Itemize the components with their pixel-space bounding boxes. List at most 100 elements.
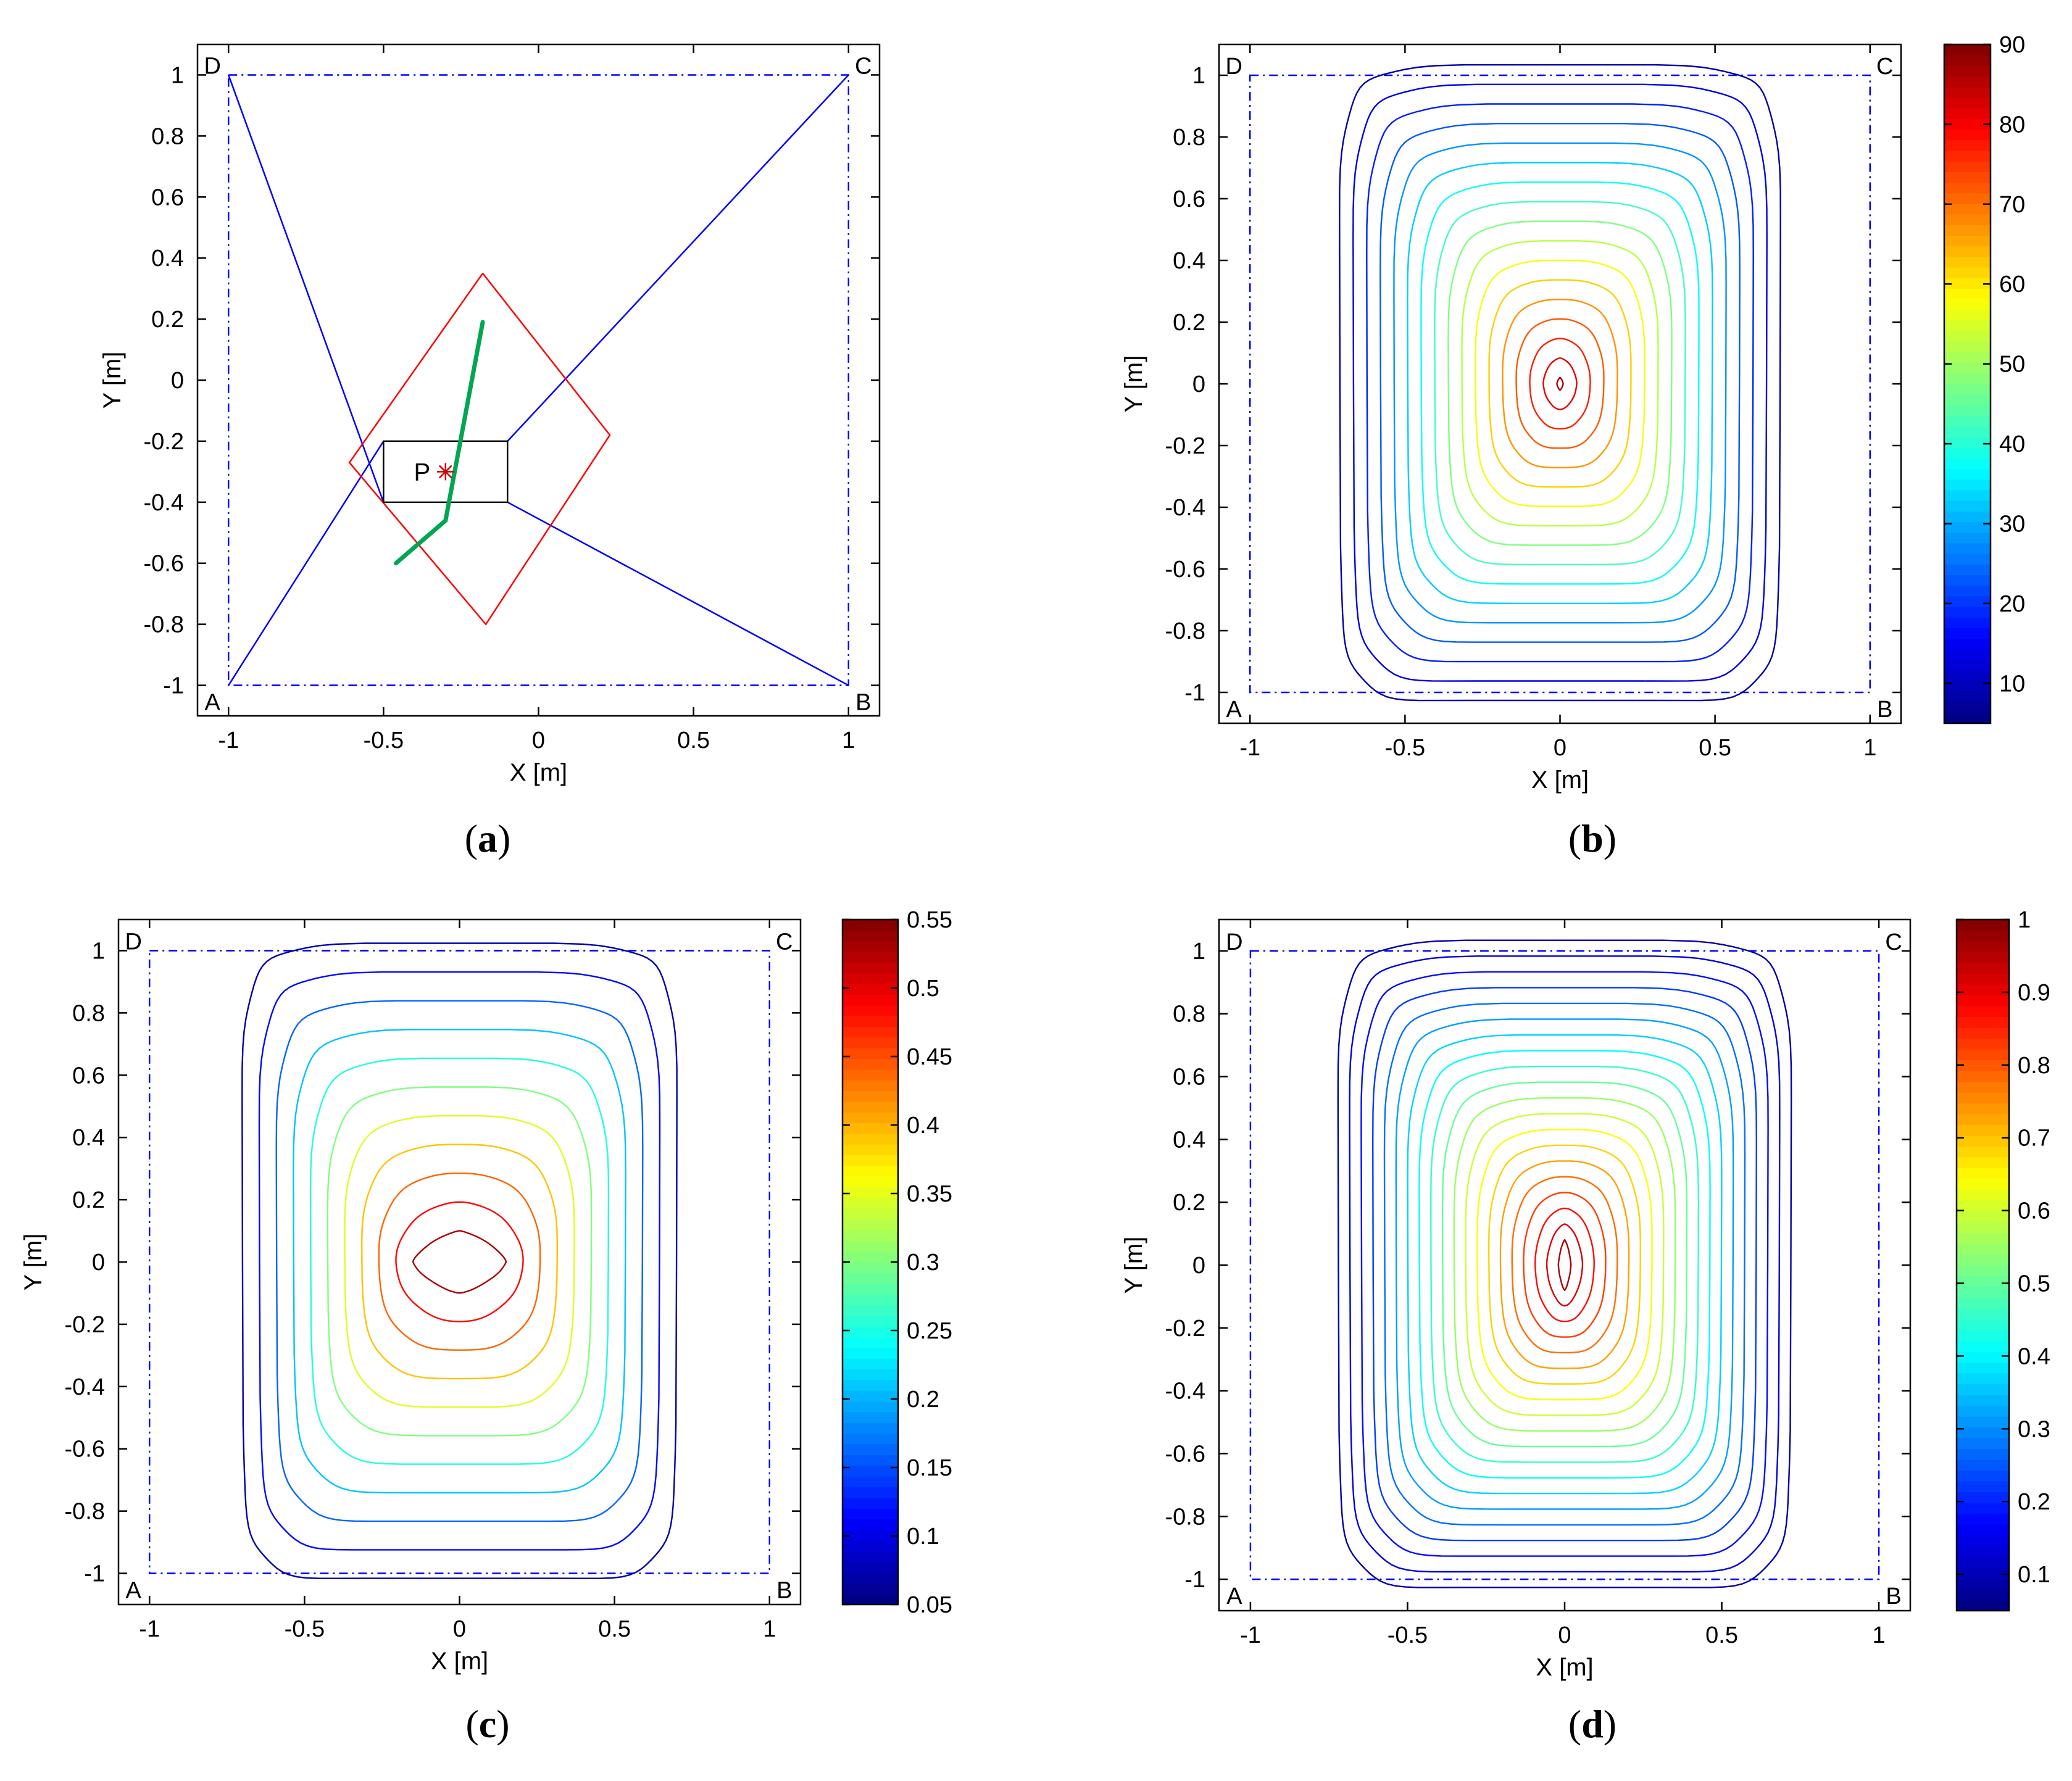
colorbar-segment: [843, 1540, 898, 1551]
x-tick-label: 0: [1554, 735, 1566, 761]
contour-level: [293, 1029, 626, 1494]
colorbar-segment: [1944, 638, 1991, 650]
x-tick-label: 1: [763, 1616, 776, 1642]
colorbar-segment: [1944, 606, 1991, 618]
colorbar-segment: [843, 1326, 898, 1338]
contour-level: [412, 1230, 507, 1294]
colorbar-segment: [1944, 288, 1991, 300]
colorbar-segment: [843, 1508, 898, 1519]
y-tick-label: 0.4: [151, 246, 184, 272]
contour-level: [1556, 376, 1564, 391]
colorbar-segment: [1944, 596, 1991, 607]
colorbar-segment: [1957, 1600, 2009, 1611]
colorbar-segment: [1957, 1016, 2009, 1028]
colorbar-segment: [1957, 1481, 2009, 1493]
colorbar-segment: [843, 1165, 898, 1177]
y-axis-label: Y [m]: [1120, 1237, 1147, 1294]
plot-area-c: [241, 942, 678, 1579]
colorbar-tick-label: 60: [1999, 272, 2025, 297]
colorbar-segment: [1944, 405, 1991, 417]
colorbar-segment: [843, 984, 898, 995]
x-tick-label: 0.5: [1705, 1622, 1738, 1648]
y-tick-label: -1: [1184, 1567, 1205, 1593]
colorbar-segment: [1957, 1114, 2009, 1126]
colorbar-segment: [1957, 1135, 2009, 1147]
colorbar-segment: [1957, 952, 2009, 963]
contour-level: [1461, 240, 1659, 527]
y-tick-label: -1: [84, 1561, 105, 1587]
y-tick-label: -0.8: [1165, 618, 1205, 644]
colorbar-segment: [1944, 458, 1991, 470]
colorbar-segment: [843, 1337, 898, 1348]
colorbar-segment: [1957, 1124, 2009, 1136]
y-tick-label: 0.6: [1173, 186, 1205, 212]
colorbar-segment: [1944, 373, 1991, 384]
colorbar-segment: [1944, 341, 1991, 353]
colorbar-segment: [1957, 1556, 2009, 1568]
y-axis-label: Y [m]: [1120, 355, 1147, 413]
workspace-square: [148, 950, 771, 1574]
corner-label-B: B: [1877, 697, 1892, 723]
colorbar-segment: [1944, 575, 1991, 586]
colorbar-tick-label: 0.15: [907, 1455, 952, 1481]
x-tick-label: 0.5: [677, 728, 710, 754]
colorbar-segment: [1957, 1524, 2009, 1536]
colorbar-segment: [843, 1058, 898, 1070]
colorbar-segment: [1957, 1071, 2009, 1082]
colorbar-segment: [1944, 139, 1991, 151]
contour-level: [1453, 1097, 1676, 1432]
y-tick-label: -1: [1184, 680, 1205, 706]
colorbar-segment: [843, 1561, 898, 1573]
colorbar-segment: [1944, 246, 1991, 257]
colorbar-tick-label: 0.05: [907, 1592, 952, 1618]
x-tick-label: -1: [139, 1616, 160, 1642]
colorbar-segment: [843, 1187, 898, 1198]
y-tick-label: -0.6: [1165, 1441, 1205, 1467]
plot-area-a: P: [228, 74, 849, 686]
feasible-region: [348, 273, 611, 626]
colorbar-tick-label: 0.1: [2018, 1562, 2050, 1588]
workspace-square: [1249, 950, 1880, 1580]
y-tick-label: -0.2: [1165, 433, 1205, 459]
platform-box: [383, 440, 509, 504]
colorbar-segment: [1957, 1362, 2009, 1374]
x-tick-label: -0.5: [1388, 1622, 1428, 1648]
colorbar-segment: [843, 1176, 898, 1188]
x-tick-label: -0.5: [364, 728, 404, 754]
axes-box: [1218, 43, 1902, 724]
colorbar-segment: [843, 1016, 898, 1028]
y-tick-label: 0.2: [1173, 1190, 1205, 1216]
colorbar-segment: [843, 1551, 898, 1563]
colorbar-segment: [1957, 1470, 2009, 1482]
colorbar-segment: [1944, 182, 1991, 194]
contour-level: [344, 1115, 575, 1408]
x-tick-label: 0: [532, 728, 545, 754]
colorbar-segment: [1957, 973, 2009, 985]
x-tick-label: 1: [1873, 1622, 1886, 1648]
contour-level: [1360, 971, 1769, 1557]
y-axis-label: Y [m]: [20, 1234, 47, 1291]
colorbar-segment: [843, 1583, 898, 1595]
workspace-square: [1249, 74, 1871, 694]
contour-level: [1523, 1192, 1607, 1338]
y-tick-label: 0.6: [72, 1063, 105, 1089]
x-tick-label: 0: [453, 1616, 466, 1642]
contour-level: [1511, 1176, 1618, 1354]
colorbar-tick-label: 0.8: [2018, 1053, 2050, 1079]
colorbar-segment: [1957, 1276, 2009, 1287]
colorbar-segment: [843, 1476, 898, 1487]
colorbar-segment: [1957, 1297, 2009, 1309]
colorbar-segment: [843, 973, 898, 984]
x-tick-label: -1: [1240, 1622, 1261, 1648]
colorbar-segment: [1944, 681, 1991, 692]
y-tick-label: -0.8: [1165, 1504, 1205, 1530]
y-tick-label: -0.6: [65, 1437, 105, 1463]
axes-box: [117, 918, 802, 1606]
colorbar-segment: [1957, 1340, 2009, 1352]
colorbar-segment: [1944, 554, 1991, 565]
colorbar-segment: [1944, 55, 1991, 66]
colorbar-segment: [843, 1005, 898, 1016]
y-tick-label: 1: [1192, 939, 1205, 965]
contour-level: [1407, 162, 1713, 604]
